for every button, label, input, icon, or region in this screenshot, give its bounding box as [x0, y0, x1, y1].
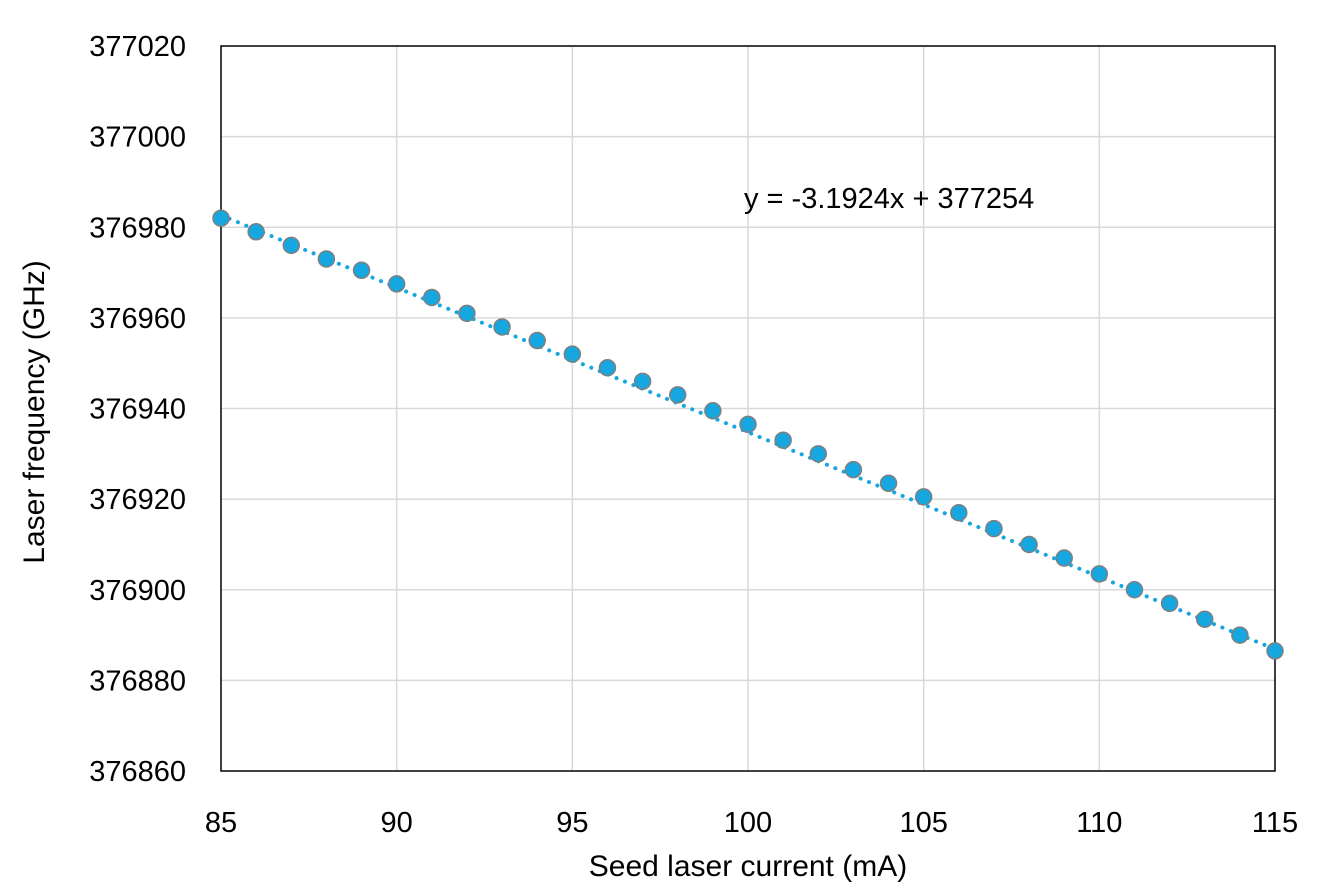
y-tick-label: 376860 — [89, 756, 186, 788]
trendline-equation: y = -3.1924x + 377254 — [744, 183, 1034, 215]
data-point — [668, 386, 687, 404]
data-point — [528, 331, 546, 350]
y-tick-label: 376880 — [89, 665, 186, 697]
data-point — [493, 318, 511, 336]
data-point — [809, 445, 828, 463]
data-point — [458, 304, 476, 323]
x-axis-title: Seed laser current (mA) — [589, 850, 907, 883]
x-tick-label: 100 — [724, 807, 772, 839]
y-tick-label: 376960 — [89, 303, 186, 335]
data-point — [282, 236, 301, 255]
data-point — [1195, 610, 1214, 628]
data-point — [1231, 626, 1249, 644]
data-point — [387, 275, 406, 293]
data-point — [844, 460, 863, 479]
data-point — [317, 250, 336, 268]
y-tick-label: 377020 — [89, 31, 186, 63]
data-point — [1020, 535, 1038, 554]
y-tick-label: 376940 — [89, 394, 186, 426]
data-point — [212, 209, 230, 227]
data-point — [563, 345, 582, 363]
data-point — [1160, 594, 1179, 613]
data-point — [247, 223, 265, 241]
data-point — [1125, 581, 1144, 599]
y-tick-label: 377000 — [89, 122, 186, 154]
data-points — [212, 209, 1284, 660]
x-tick-labels: 85 90 95 100 105 110 115 — [205, 807, 1298, 839]
x-tick-label: 85 — [205, 807, 237, 839]
data-point — [879, 474, 898, 493]
x-tick-label: 90 — [381, 807, 413, 839]
x-tick-label: 110 — [1076, 807, 1122, 839]
y-tick-labels: 376860 376880 376900 376920 376940 376960 3769… — [89, 31, 186, 788]
data-point — [423, 288, 441, 307]
y-tick-label: 376900 — [89, 575, 186, 607]
x-tick-label: 115 — [1252, 807, 1298, 839]
data-point — [1266, 642, 1284, 660]
data-point — [352, 261, 371, 280]
data-point — [1090, 565, 1109, 583]
data-point — [633, 372, 652, 391]
data-point — [950, 503, 968, 522]
y-tick-label: 376980 — [89, 212, 186, 244]
x-tick-label: 105 — [899, 807, 947, 839]
x-tick-label: 95 — [556, 807, 588, 839]
data-point — [739, 415, 757, 434]
plot-frame — [220, 45, 1276, 772]
y-axis-title: Laser frequency (GHz) — [18, 260, 51, 563]
grid — [221, 46, 1275, 771]
data-point — [774, 431, 792, 449]
data-point — [598, 358, 617, 377]
data-point — [914, 488, 933, 506]
data-point — [985, 519, 1003, 538]
data-point — [704, 402, 722, 420]
data-point — [1055, 549, 1073, 567]
y-tick-label: 376920 — [89, 484, 186, 516]
